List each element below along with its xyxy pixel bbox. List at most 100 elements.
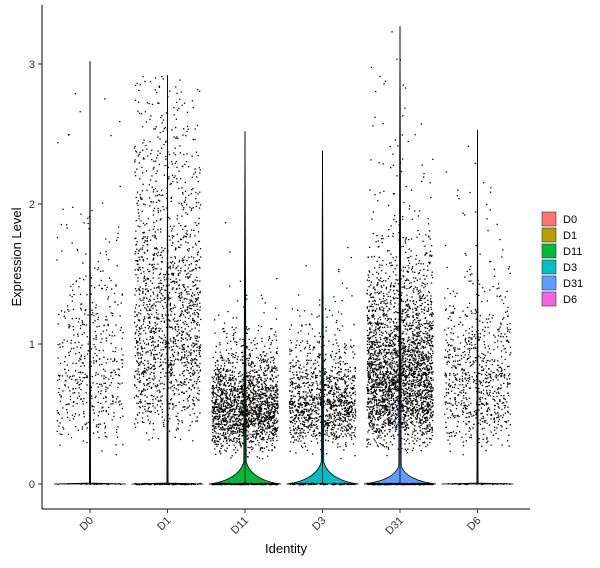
data-point [147, 483, 149, 485]
data-point [295, 364, 297, 366]
data-point [344, 363, 346, 365]
data-point [199, 369, 202, 371]
data-point [188, 387, 190, 389]
data-point [309, 324, 311, 326]
data-point [212, 411, 214, 414]
data-point [160, 406, 162, 408]
data-point [137, 269, 139, 271]
data-point [150, 363, 152, 366]
data-point [263, 373, 265, 375]
data-point [220, 375, 222, 377]
data-point [212, 425, 214, 427]
data-point [253, 433, 255, 435]
data-point [337, 428, 339, 430]
data-point [104, 98, 106, 100]
data-point [167, 216, 170, 219]
data-point [222, 404, 225, 406]
data-point [289, 350, 291, 352]
data-point [257, 395, 259, 397]
data-point [172, 264, 174, 266]
data-point [197, 321, 199, 324]
data-point [257, 407, 259, 409]
data-point [312, 384, 314, 386]
data-point [175, 266, 178, 269]
data-point [160, 337, 162, 339]
data-point [254, 408, 257, 410]
data-point [328, 417, 330, 419]
data-point [181, 310, 183, 312]
data-point [244, 407, 246, 409]
data-point [232, 405, 234, 407]
data-point [105, 410, 108, 412]
data-point [179, 384, 181, 386]
data-point [88, 228, 90, 230]
data-point [252, 362, 254, 364]
data-point [267, 396, 270, 398]
data-point [303, 411, 305, 414]
data-point [69, 395, 72, 398]
data-point [313, 432, 315, 435]
data-point [217, 389, 219, 391]
data-point [225, 349, 228, 351]
data-point [141, 210, 143, 212]
data-point [165, 289, 167, 291]
data-point [245, 453, 247, 455]
data-point [185, 161, 188, 163]
data-point [230, 378, 232, 380]
data-point [114, 350, 116, 353]
data-point [140, 220, 142, 222]
data-point [244, 394, 247, 396]
data-point [349, 427, 351, 430]
data-point [142, 390, 144, 392]
data-point [150, 153, 152, 155]
data-point [337, 400, 340, 402]
data-point [192, 292, 194, 294]
data-point [138, 89, 140, 91]
data-point [231, 402, 233, 404]
data-point [103, 375, 105, 377]
data-point [78, 414, 80, 416]
data-point [226, 442, 228, 444]
data-point [239, 424, 241, 426]
data-point [270, 419, 272, 421]
data-point [171, 403, 173, 405]
data-point [353, 432, 355, 434]
data-point [147, 363, 149, 365]
data-point [142, 258, 144, 261]
data-point [82, 362, 84, 364]
data-point [217, 443, 219, 445]
data-point [189, 424, 191, 427]
data-point [190, 362, 193, 365]
data-point [271, 416, 273, 418]
data-point [150, 330, 152, 332]
data-point [219, 483, 221, 486]
data-point [274, 331, 277, 333]
data-point [293, 377, 295, 379]
data-point [74, 379, 76, 381]
data-point [170, 196, 173, 198]
data-point [220, 380, 222, 382]
data-point [154, 89, 156, 91]
data-point [238, 434, 240, 437]
data-point [173, 406, 175, 408]
data-point [149, 338, 151, 341]
data-point [58, 425, 60, 427]
data-point [92, 312, 94, 314]
data-point [346, 395, 348, 397]
data-point [149, 300, 152, 302]
data-point [114, 301, 116, 303]
data-point [152, 423, 154, 425]
data-point [69, 390, 71, 392]
data-point [154, 235, 156, 237]
data-point [155, 287, 158, 289]
data-point [171, 349, 173, 351]
data-point [194, 260, 196, 262]
data-point [110, 382, 112, 384]
data-point [274, 419, 276, 422]
data-point [175, 118, 177, 120]
data-point [222, 389, 224, 391]
data-point [196, 89, 199, 91]
data-point [221, 410, 223, 413]
data-point [343, 403, 345, 405]
data-point [222, 433, 225, 435]
